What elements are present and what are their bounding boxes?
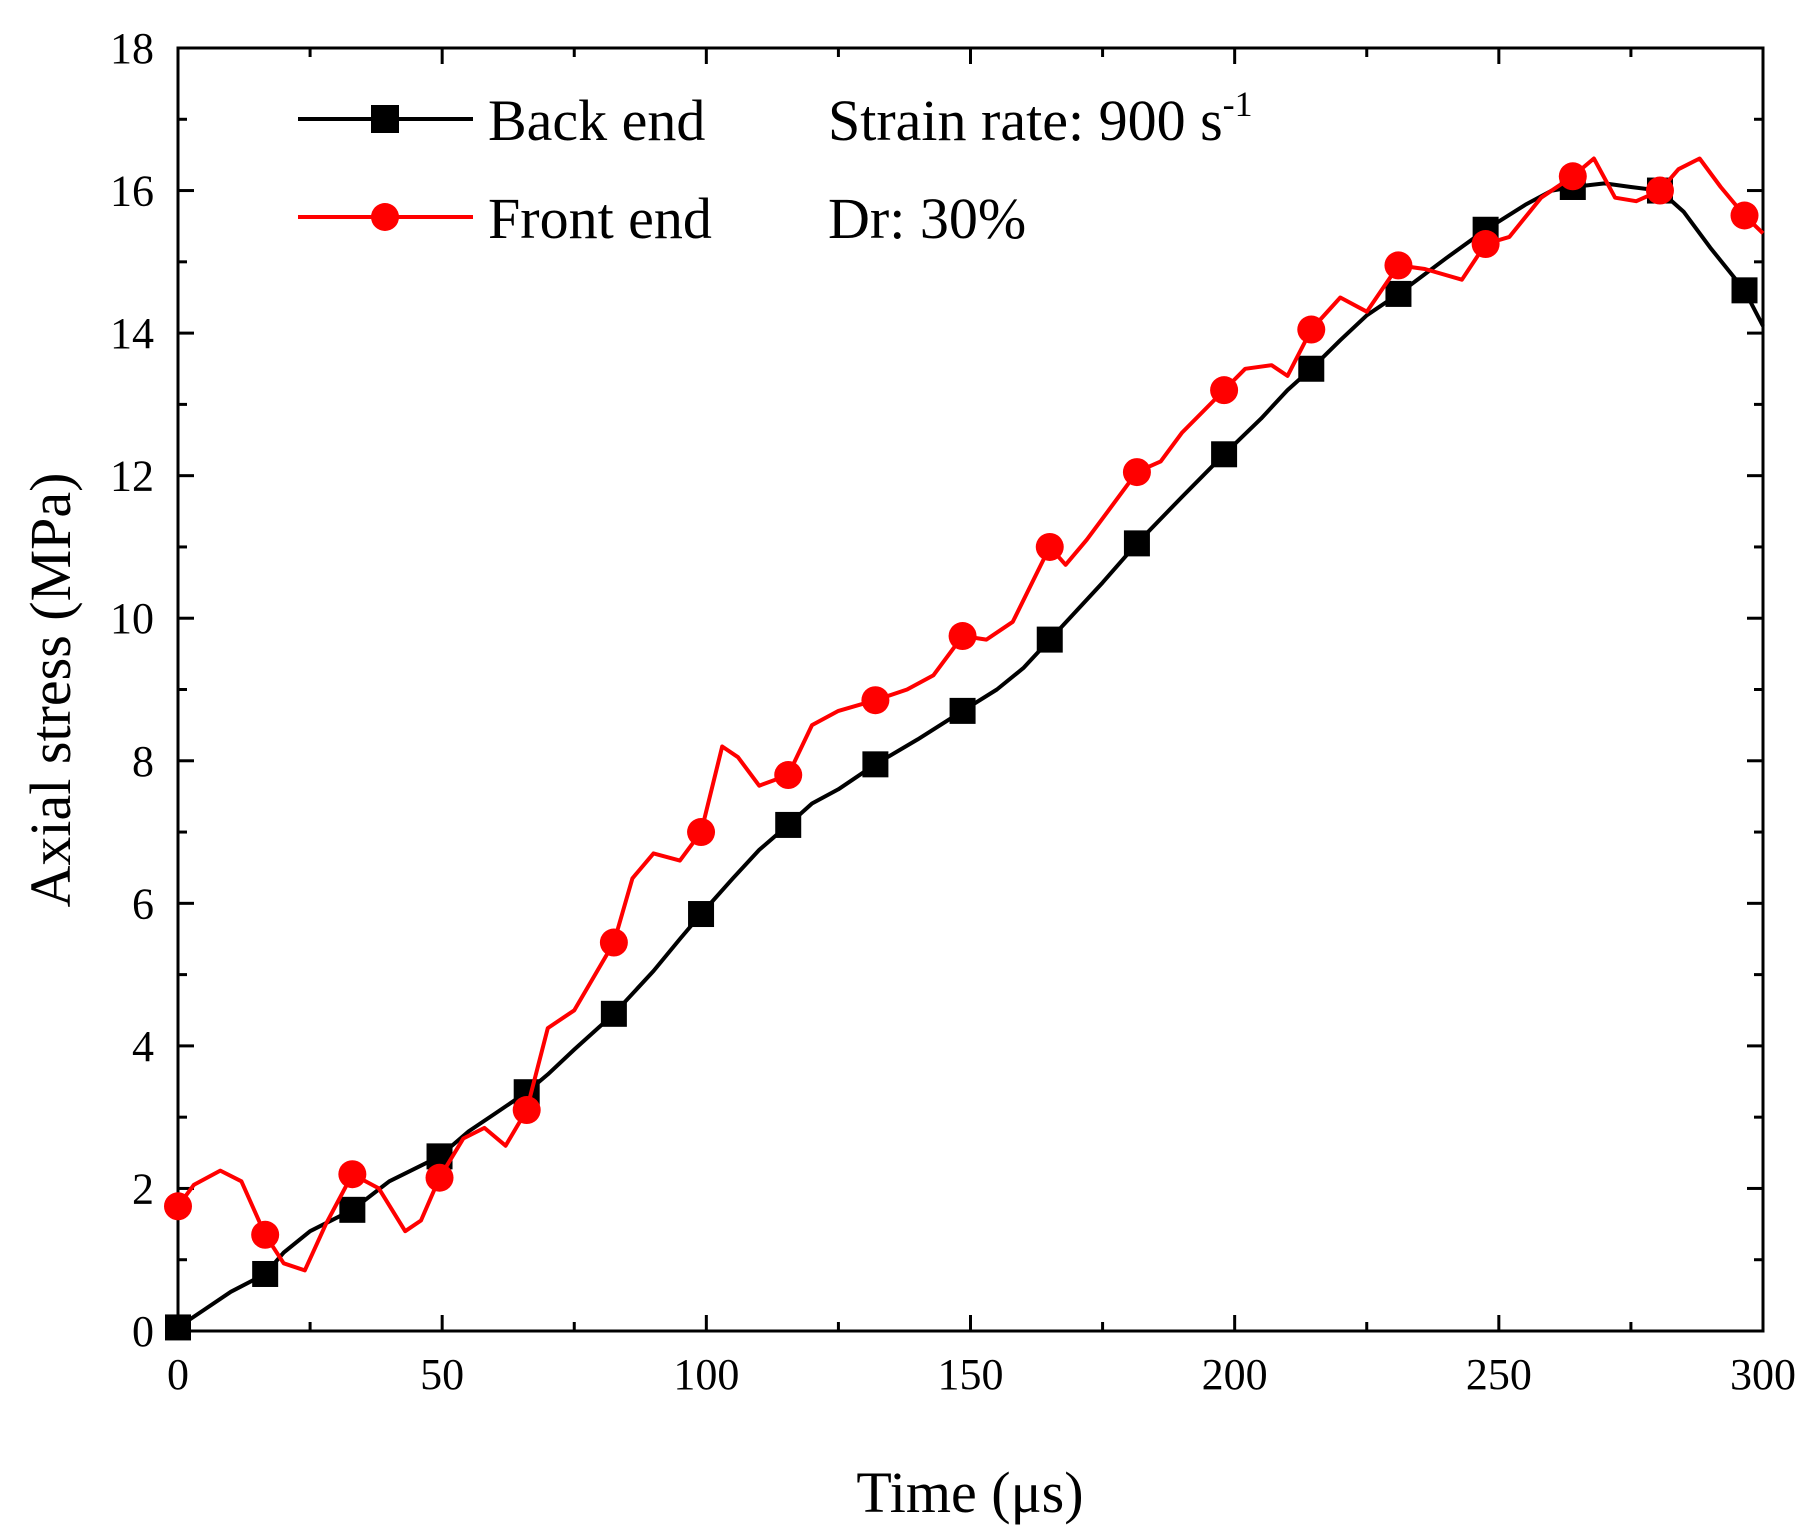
point-back-end: [1385, 280, 1412, 307]
point-front-end: [948, 622, 977, 651]
y-tick-label: 14: [110, 309, 154, 358]
x-tick-label: 50: [420, 1350, 464, 1399]
point-front-end: [1210, 376, 1239, 405]
series-line-back-end: [176, 181, 1765, 1330]
point-front-end: [338, 1160, 367, 1189]
point-front-end: [1645, 176, 1674, 205]
point-front-end: [861, 686, 890, 715]
y-axis-ticks: 0 2 4 6 8 10 12 14 16 18: [110, 24, 1763, 1356]
point-front-end: [512, 1096, 541, 1125]
x-tick-label: 250: [1466, 1350, 1532, 1399]
point-back-end: [862, 751, 889, 778]
legend-marker-back-end: [371, 105, 399, 133]
point-back-end: [339, 1196, 366, 1223]
y-tick-label: 2: [132, 1164, 154, 1213]
point-back-end: [1036, 626, 1063, 653]
x-tick-label: 100: [673, 1350, 739, 1399]
point-back-end: [600, 1000, 627, 1027]
point-front-end: [425, 1163, 454, 1192]
point-front-end: [774, 761, 803, 790]
legend: Back end Front end: [298, 88, 712, 251]
point-front-end: [1471, 230, 1500, 259]
y-tick-label: 6: [132, 879, 154, 928]
plot-area: [176, 46, 1765, 1333]
y-tick-label: 4: [132, 1022, 154, 1071]
point-back-end: [688, 901, 715, 928]
y-tick-label: 8: [132, 737, 154, 786]
point-front-end: [599, 928, 628, 957]
point-back-end: [775, 811, 802, 838]
point-back-end: [1298, 355, 1325, 382]
point-front-end: [1122, 458, 1151, 487]
legend-label-front-end: Front end: [488, 186, 712, 251]
point-front-end: [687, 818, 716, 847]
x-axis-title: Time (μs): [856, 1460, 1083, 1525]
strain-rate-annotation: Strain rate: 900 s-1: [828, 84, 1253, 153]
y-axis-title: Axial stress (MPa): [18, 473, 83, 908]
y-tick-label: 18: [110, 24, 154, 73]
strain-rate-text: Strain rate: 900 s: [828, 88, 1223, 153]
y-tick-label: 0: [132, 1307, 154, 1356]
point-back-end: [1123, 530, 1150, 557]
point-back-end: [252, 1260, 279, 1287]
point-front-end: [1730, 201, 1759, 230]
point-front-end: [1035, 532, 1064, 561]
y-tick-label: 16: [110, 167, 154, 216]
point-front-end: [1297, 315, 1326, 344]
legend-marker-front-end: [371, 203, 399, 231]
point-front-end: [1558, 162, 1587, 191]
x-tick-label: 300: [1730, 1350, 1796, 1399]
series-layer: [164, 156, 1765, 1341]
strain-rate-exponent: -1: [1223, 84, 1253, 124]
point-front-end: [251, 1220, 280, 1249]
point-back-end: [1731, 277, 1758, 304]
x-tick-label: 0: [167, 1350, 189, 1399]
y-tick-label: 12: [110, 452, 154, 501]
point-front-end: [164, 1192, 192, 1221]
y-tick-label: 10: [110, 594, 154, 643]
legend-label-back-end: Back end: [488, 88, 705, 153]
x-tick-label: 150: [938, 1350, 1004, 1399]
x-axis-ticks: 0 50 100 150 200 250 300: [167, 48, 1796, 1399]
dr-annotation: Dr: 30%: [828, 186, 1026, 251]
x-tick-label: 200: [1202, 1350, 1268, 1399]
point-back-end: [949, 697, 976, 724]
point-back-end: [1211, 441, 1238, 468]
point-back-end: [165, 1314, 191, 1341]
point-front-end: [1384, 251, 1413, 280]
